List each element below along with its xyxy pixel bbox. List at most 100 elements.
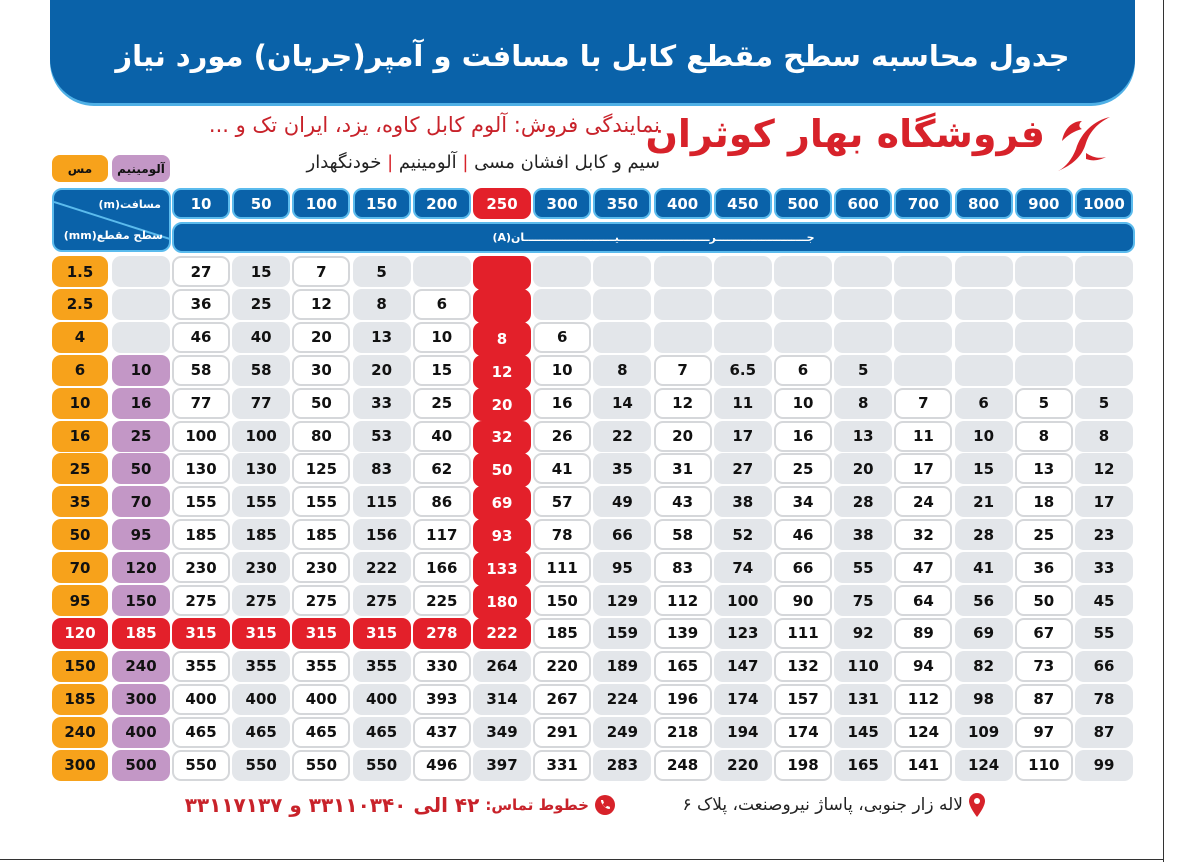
- aluminum-size-cell: 240: [112, 650, 170, 682]
- current-value-cell: 77: [172, 387, 230, 419]
- current-value-cell: [1075, 354, 1133, 386]
- aluminum-size-cell: 95: [112, 519, 170, 551]
- distance-header-300: 300: [533, 188, 592, 219]
- current-value-cell: 5: [1014, 387, 1073, 419]
- current-value-cell: 16: [533, 387, 592, 419]
- current-value-cell: 110: [1014, 749, 1073, 781]
- current-value-cell: 75: [834, 585, 893, 616]
- current-value-cell: 13: [352, 321, 411, 353]
- aluminum-legend-badge: آلومینیم: [112, 155, 170, 182]
- current-value-cell: 165: [834, 749, 893, 781]
- current-value-cell: 55: [1075, 617, 1133, 649]
- current-value-cell: 21: [954, 486, 1013, 518]
- current-value-cell: 12: [473, 354, 531, 389]
- phone-label: خطوط تماس:: [485, 796, 589, 814]
- current-value-cell: 194: [713, 716, 772, 748]
- current-value-cell: 248: [653, 749, 712, 781]
- current-value-cell: 174: [774, 716, 832, 748]
- aluminum-size-cell: 300: [112, 683, 170, 715]
- current-value-cell: 52: [713, 519, 772, 551]
- page-title: جدول محاسبه سطح مقطع کابل با مسافت و آمپ…: [115, 38, 1070, 73]
- current-value-cell: 38: [834, 519, 893, 551]
- current-value-cell: [1075, 321, 1133, 353]
- current-value-cell: 8: [1075, 420, 1133, 452]
- current-value-cell: 355: [232, 650, 291, 682]
- current-value-cell: 278: [412, 617, 471, 649]
- current-value-cell: 275: [232, 585, 291, 616]
- current-value-cell: 349: [473, 716, 531, 748]
- current-value-cell: [954, 256, 1013, 287]
- current-value-cell: 355: [172, 650, 230, 682]
- copper-size-cell: 120: [52, 617, 108, 649]
- current-value-cell: 8: [473, 321, 531, 356]
- current-value-cell: 12: [1075, 453, 1133, 485]
- current-value-cell: 5: [352, 256, 411, 287]
- current-value-cell: 98: [954, 683, 1013, 715]
- current-value-cell: 17: [894, 453, 953, 485]
- current-value-cell: [713, 321, 772, 353]
- current-value-cell: [774, 256, 832, 287]
- current-value-cell: 69: [473, 486, 531, 521]
- current-value-cell: 550: [292, 749, 351, 781]
- current-value-cell: 87: [1014, 683, 1073, 715]
- current-value-cell: 43: [653, 486, 712, 518]
- current-value-cell: [954, 288, 1013, 320]
- copper-size-cell: 300: [52, 749, 108, 781]
- current-value-cell: 550: [172, 749, 230, 781]
- current-value-cell: 10: [954, 420, 1013, 452]
- current-value-cell: 110: [834, 650, 893, 682]
- current-value-cell: 35: [593, 453, 652, 485]
- current-value-cell: [1014, 256, 1073, 287]
- current-value-cell: 355: [292, 650, 351, 682]
- copper-size-cell: 240: [52, 716, 108, 748]
- current-value-cell: 166: [412, 552, 471, 584]
- current-value-cell: 64: [894, 585, 953, 616]
- products-text: سیم و کابل افشان مسی | آلومینیم | خودنگه…: [306, 152, 660, 173]
- current-value-cell: [533, 256, 592, 287]
- current-value-cell: 115: [352, 486, 411, 518]
- aluminum-size-cell: 50: [112, 453, 170, 485]
- current-value-cell: 198: [774, 749, 832, 781]
- current-value-cell: [653, 321, 712, 353]
- current-value-cell: 7: [292, 256, 351, 287]
- current-value-cell: 6: [412, 288, 471, 320]
- current-value-cell: 400: [292, 683, 351, 715]
- current-value-cell: 14: [593, 387, 652, 419]
- aluminum-size-cell: 25: [112, 420, 170, 452]
- current-value-cell: 15: [232, 256, 291, 287]
- current-value-cell: 222: [352, 552, 411, 584]
- current-value-cell: 66: [774, 552, 832, 584]
- current-value-cell: 218: [653, 716, 712, 748]
- current-value-cell: 165: [653, 650, 712, 682]
- aluminum-size-cell: 185: [112, 617, 170, 649]
- current-value-cell: 66: [1075, 650, 1133, 682]
- current-value-cell: 133: [473, 552, 531, 586]
- current-value-cell: 156: [352, 519, 411, 551]
- current-value-cell: 30: [292, 354, 351, 386]
- current-value-cell: 5: [834, 354, 893, 386]
- current-value-cell: 220: [533, 650, 592, 682]
- current-value-cell: 77: [232, 387, 291, 419]
- current-value-cell: 109: [954, 716, 1013, 748]
- current-value-cell: [894, 321, 953, 353]
- copper-size-cell: 185: [52, 683, 108, 715]
- current-value-cell: 6: [533, 321, 592, 353]
- current-value-cell: 46: [172, 321, 230, 353]
- current-value-cell: 49: [593, 486, 652, 518]
- current-value-cell: 23: [1075, 519, 1133, 551]
- current-value-cell: 141: [894, 749, 953, 781]
- aluminum-size-cell: 400: [112, 716, 170, 748]
- current-value-cell: 20: [352, 354, 411, 386]
- current-value-cell: 220: [713, 749, 772, 781]
- current-value-cell: 17: [1075, 486, 1133, 518]
- current-value-cell: 155: [172, 486, 230, 518]
- current-value-cell: 92: [834, 617, 893, 649]
- phone-icon: [595, 795, 615, 815]
- current-value-cell: 393: [412, 683, 471, 715]
- current-value-cell: 50: [1014, 585, 1073, 616]
- current-value-cell: 15: [412, 354, 471, 386]
- current-value-cell: 117: [412, 519, 471, 551]
- current-value-cell: 13: [834, 420, 893, 452]
- current-value-cell: 275: [292, 585, 351, 616]
- current-value-cell: 155: [292, 486, 351, 518]
